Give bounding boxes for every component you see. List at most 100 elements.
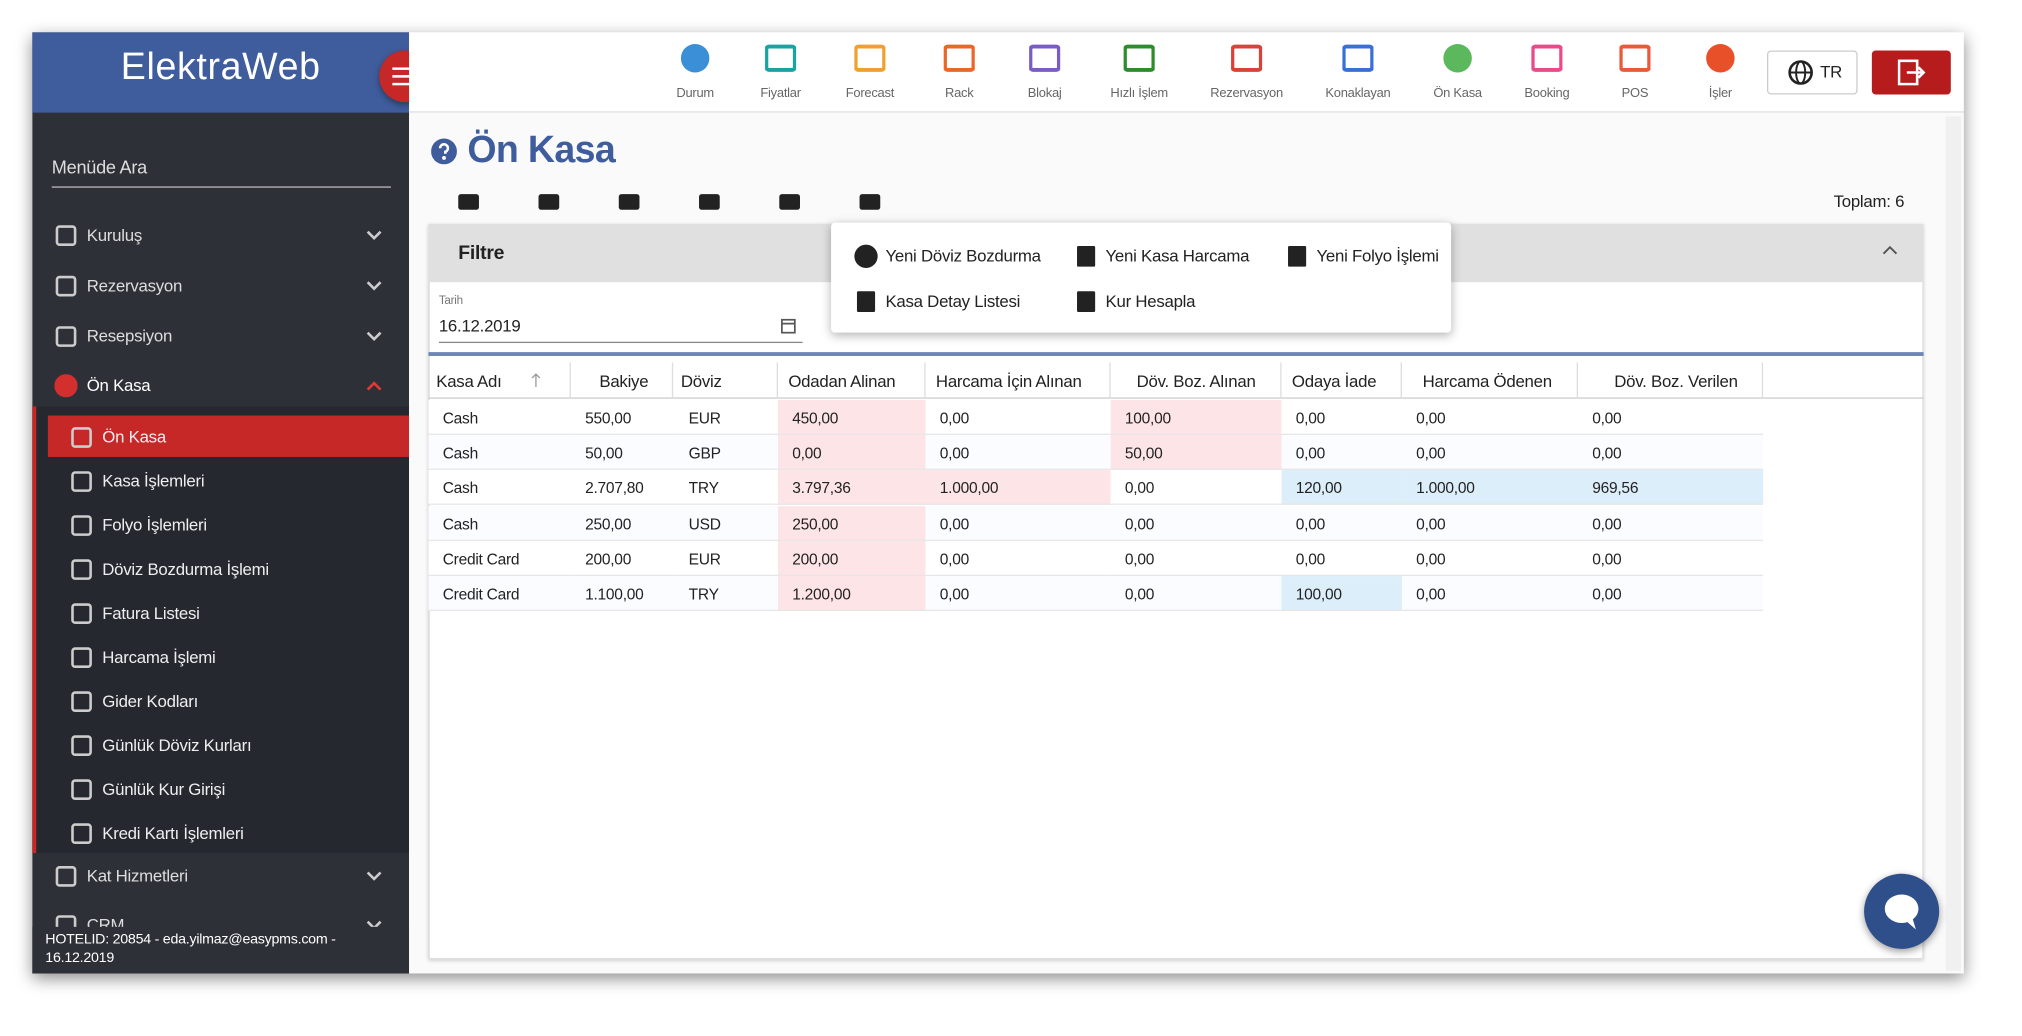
- cell-text: 100,00: [1295, 585, 1342, 604]
- action-label: Yeni Folyo İşlemi: [1316, 245, 1439, 266]
- table-cell: [673, 470, 778, 506]
- column-header[interactable]: [1578, 362, 1764, 399]
- cell-text: Cash: [442, 514, 478, 533]
- column-header[interactable]: [926, 362, 1111, 399]
- column-label: Döviz: [680, 371, 722, 391]
- nav-label: Forecast: [845, 86, 895, 101]
- submenu-label: Günlük Kur Girişi: [102, 779, 226, 799]
- table-cell: [1401, 400, 1578, 435]
- table-cell: [1577, 435, 1764, 471]
- table-cell: [777, 540, 926, 576]
- table-cell: [777, 435, 926, 471]
- cell-text: 0,00: [1124, 549, 1155, 569]
- column-header[interactable]: [1111, 362, 1282, 399]
- table-cell: [673, 435, 778, 471]
- column-label: Döv. Boz. Verilen: [1614, 371, 1738, 391]
- toolbar-icon: [538, 194, 560, 210]
- cell-text: 0,00: [1295, 514, 1326, 533]
- column-label: Bakiye: [599, 371, 649, 391]
- cell-text: 0,00: [1592, 444, 1622, 463]
- menu-label: Rezervasyon: [86, 275, 183, 296]
- nav-label: POS: [1621, 86, 1649, 101]
- language-button[interactable]: [1766, 50, 1858, 95]
- cell-text: 200,00: [792, 549, 839, 569]
- search-label: Menüde Ara: [51, 156, 147, 178]
- submenu: [32, 406, 410, 854]
- table-cell: [1110, 505, 1282, 541]
- table-cell: [777, 470, 926, 506]
- column-header[interactable]: [428, 362, 571, 399]
- active-item[interactable]: [47, 415, 410, 457]
- table-cell: [428, 435, 571, 471]
- table-cell: [925, 435, 1111, 471]
- nav-icon: [1619, 44, 1651, 72]
- table-cell: [1401, 435, 1578, 471]
- table-cell: [673, 400, 778, 435]
- cell-text: 0,00: [1592, 549, 1622, 569]
- column-header[interactable]: [1402, 362, 1578, 399]
- cell-text: 120,00: [1295, 479, 1342, 498]
- cell-text: 100,00: [1124, 409, 1171, 428]
- menu-icon: [71, 515, 92, 536]
- table-cell: [1577, 576, 1764, 612]
- submenu-label: Kredi Kartı İşlemleri: [102, 823, 244, 843]
- action-label: Yeni Kasa Harcama: [1105, 245, 1250, 266]
- action-label: Kasa Detay Listesi: [885, 291, 1021, 311]
- table-cell: [777, 576, 926, 612]
- nav-label: Ön Kasa: [1433, 86, 1482, 101]
- column-header[interactable]: [571, 362, 674, 399]
- table-cell: [777, 400, 926, 435]
- column-header[interactable]: [778, 362, 926, 399]
- cell-text: 0,00: [1416, 444, 1446, 463]
- search-line: [51, 186, 391, 188]
- action-label: Yeni Döviz Bozdurma: [885, 245, 1041, 266]
- nav-icon: [1531, 44, 1563, 72]
- table-cell: [1281, 505, 1402, 541]
- menu-icon: [71, 647, 92, 668]
- cell-text: 0,00: [1592, 585, 1622, 604]
- calendar-icon: [781, 318, 796, 334]
- cell-text: 50,00: [1124, 444, 1163, 463]
- column-label: Harcama İçin Alınan: [935, 371, 1082, 391]
- caret: [366, 871, 382, 881]
- table-cell: [570, 400, 674, 435]
- action-label: Kur Hesapla: [1105, 291, 1196, 311]
- cell-text: 0,00: [1295, 409, 1326, 428]
- nav-label: Rack: [944, 86, 974, 101]
- cell-text: 0,00: [939, 514, 970, 533]
- date-label: Tarih: [438, 293, 463, 307]
- footer-text: HOTELID: 20854 - eda.yilmaz@easypms.com …: [45, 932, 336, 966]
- column-header[interactable]: [1282, 362, 1402, 399]
- cell-text: 0,00: [939, 585, 970, 604]
- actions-menu: [831, 222, 1452, 333]
- menu-label: Kuruluş: [86, 225, 143, 245]
- cell-text: EUR: [688, 549, 721, 569]
- table-cell: [570, 435, 674, 471]
- nav-icon: [1706, 44, 1735, 73]
- cell-text: 0,00: [939, 409, 970, 428]
- table-cell: [673, 576, 778, 612]
- column-header[interactable]: [673, 362, 778, 399]
- table-cell: [1577, 400, 1764, 435]
- table-cell: [1110, 540, 1282, 576]
- nav-label: Blokaj: [1027, 86, 1062, 101]
- action-icon: [1077, 245, 1096, 267]
- table-cell: [1110, 470, 1282, 506]
- column-label: Odaya İade: [1291, 371, 1377, 391]
- cell-text: 0,00: [1416, 514, 1446, 533]
- menu-icon: [71, 691, 92, 712]
- table-cell: [1401, 470, 1578, 506]
- menu-label: Ön Kasa: [86, 375, 151, 395]
- caret: [366, 281, 382, 291]
- cell-text: GBP: [688, 444, 721, 463]
- nav-icon: [680, 44, 710, 73]
- submenu-label: Günlük Döviz Kurları: [102, 735, 252, 755]
- table-cell: [925, 400, 1111, 435]
- table-cell: [570, 470, 674, 506]
- table-cell: [925, 540, 1111, 576]
- action-icon: [854, 244, 878, 268]
- column-label: Döv. Boz. Alınan: [1136, 371, 1256, 391]
- cell-text: Credit Card: [442, 585, 520, 604]
